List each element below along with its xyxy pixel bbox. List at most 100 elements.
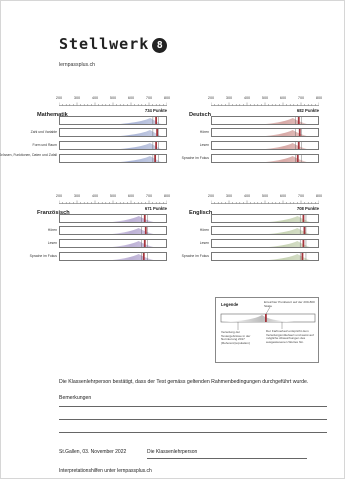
subskill-label: Lesen bbox=[47, 240, 57, 245]
score-marker bbox=[297, 117, 300, 124]
score-marker bbox=[154, 155, 157, 162]
score-marker bbox=[301, 253, 304, 260]
score-marker bbox=[302, 215, 305, 222]
legend-box: Legende Erreichter Punktwert auf der 200… bbox=[215, 297, 319, 363]
score-marker bbox=[155, 142, 158, 149]
overall-score-bar bbox=[211, 214, 319, 223]
signature-date: St.Gallen, 03. November 2022 bbox=[59, 449, 127, 455]
subskill-score-bar bbox=[211, 239, 319, 248]
score-marker bbox=[156, 129, 159, 136]
subskill-score-bar bbox=[211, 252, 319, 261]
tick-label: 200 bbox=[207, 194, 215, 198]
tick-label: 400 bbox=[91, 96, 99, 100]
norm-distribution bbox=[268, 228, 310, 234]
subskill-score-bar bbox=[59, 239, 167, 248]
tick-label: 200 bbox=[207, 96, 215, 100]
tick-label: 700 bbox=[145, 96, 153, 100]
axis-ticks bbox=[59, 200, 167, 204]
norm-distribution bbox=[265, 156, 307, 162]
subskill-label: Sprache im Fokus bbox=[181, 253, 209, 258]
subject-title: Mathematik bbox=[37, 112, 68, 118]
norm-distribution bbox=[265, 130, 307, 136]
subskill-label: Sprache im Fokus bbox=[29, 253, 57, 258]
score-marker bbox=[303, 227, 306, 234]
tick-label: 200 bbox=[55, 96, 63, 100]
subskill-label: Hören bbox=[199, 227, 209, 232]
tick-label: 400 bbox=[91, 194, 99, 198]
subskill-label: Lesen bbox=[199, 142, 209, 147]
interpretation-link: Interpretationshilfen unter lernpassplus… bbox=[59, 468, 152, 474]
tick-label: 400 bbox=[243, 96, 251, 100]
tick-label: 300 bbox=[73, 194, 81, 198]
subskill-score-bar bbox=[211, 141, 319, 150]
tick-label: 700 bbox=[297, 96, 305, 100]
tick-label: 700 bbox=[297, 194, 305, 198]
score-value: 734 Punkte bbox=[144, 108, 167, 113]
brand-name: Stellwerk bbox=[59, 35, 150, 53]
score-marker bbox=[143, 215, 146, 222]
score-marker bbox=[155, 117, 158, 124]
score-axis: 200 300 400 500 600 700 800 bbox=[207, 96, 323, 106]
axis-ticks bbox=[59, 102, 167, 106]
remarks-line-1 bbox=[59, 406, 327, 407]
subject-title: Englisch bbox=[189, 210, 213, 216]
tick-label: 400 bbox=[243, 194, 251, 198]
subskill-score-bar bbox=[211, 154, 319, 163]
subskill-label: Hören bbox=[199, 129, 209, 134]
site-url: lernpassplus.ch bbox=[59, 62, 96, 68]
tick-label: 600 bbox=[279, 96, 287, 100]
subject-title: Deutsch bbox=[189, 112, 212, 118]
score-marker bbox=[296, 155, 299, 162]
tick-label: 500 bbox=[261, 96, 269, 100]
tick-label: 600 bbox=[279, 194, 287, 198]
subskill-label: Zahl und Variable bbox=[30, 129, 57, 134]
score-marker bbox=[302, 240, 305, 247]
overall-score-bar bbox=[59, 214, 167, 223]
teacher-signature-label: Die Klassenlehrperson bbox=[147, 449, 198, 455]
tick-label: 200 bbox=[55, 194, 63, 198]
score-marker bbox=[297, 142, 300, 149]
score-marker bbox=[142, 253, 145, 260]
norm-distribution bbox=[120, 118, 162, 124]
tick-label: 300 bbox=[225, 194, 233, 198]
overall-score-bar bbox=[211, 116, 319, 125]
subskill-score-bar bbox=[211, 128, 319, 137]
subskill-score-bar bbox=[211, 226, 319, 235]
tick-label: 600 bbox=[127, 194, 135, 198]
subskill-label: Hören bbox=[47, 227, 57, 232]
subskill-score-bar bbox=[59, 226, 167, 235]
score-value: 682 Punkte bbox=[296, 108, 319, 113]
subskill-label: Grössen, Funktionen, Daten und Zufall bbox=[0, 153, 57, 157]
axis-ticks bbox=[211, 200, 319, 204]
tick-label: 800 bbox=[163, 194, 171, 198]
norm-distribution bbox=[265, 143, 307, 149]
norm-distribution bbox=[268, 254, 310, 260]
legend-sample-bar bbox=[220, 306, 316, 330]
legend-achieved-text: Erreichter Punktwert auf der 200-800 Ska… bbox=[264, 300, 315, 308]
norm-distribution bbox=[119, 156, 162, 162]
tick-label: 500 bbox=[261, 194, 269, 198]
subject-title: Französisch bbox=[37, 210, 70, 216]
tick-label: 800 bbox=[315, 96, 323, 100]
subskill-label: Lesen bbox=[199, 240, 209, 245]
subskill-label: Form und Raum bbox=[32, 142, 58, 147]
norm-distribution bbox=[268, 216, 311, 222]
legend-title: Legende bbox=[221, 302, 239, 307]
norm-distribution bbox=[265, 118, 307, 124]
tick-label: 500 bbox=[109, 194, 117, 198]
norm-distribution bbox=[268, 241, 310, 247]
score-marker bbox=[298, 129, 301, 136]
score-marker bbox=[144, 227, 147, 234]
norm-distribution bbox=[119, 130, 162, 136]
tick-label: 500 bbox=[109, 96, 117, 100]
norm-distribution bbox=[112, 241, 154, 247]
subskill-score-bar bbox=[59, 252, 167, 261]
legend-norm-text: Verteilung der Testergebnisse in der Nor… bbox=[221, 330, 251, 345]
score-axis: 200 300 400 500 600 700 800 bbox=[55, 96, 170, 106]
remarks-line-3 bbox=[59, 432, 327, 433]
subskill-score-bar bbox=[59, 154, 167, 163]
brand-logo: Stellwerk 8 bbox=[59, 35, 168, 53]
subskill-score-bar bbox=[59, 141, 167, 150]
tick-label: 800 bbox=[315, 194, 323, 198]
